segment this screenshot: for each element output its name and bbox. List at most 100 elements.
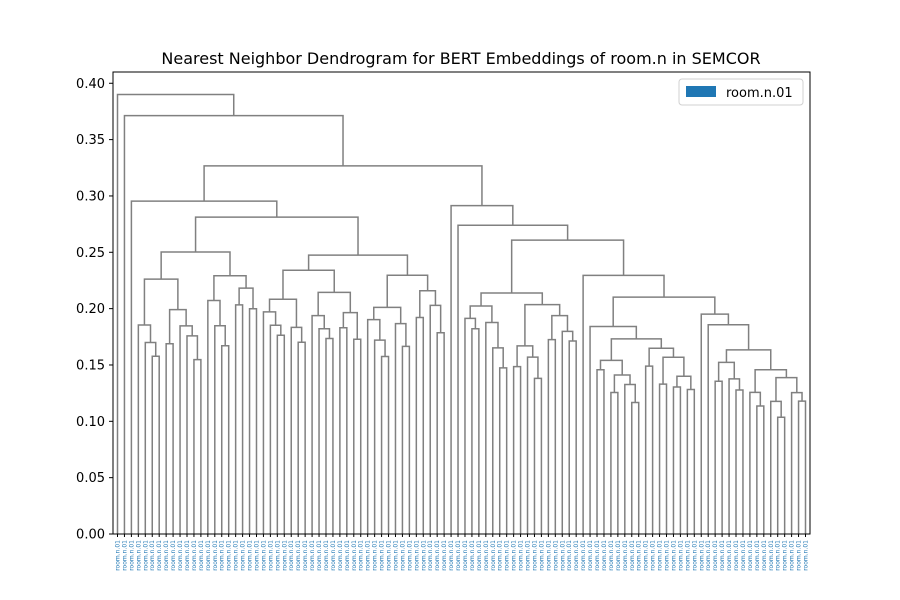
leaf-label: room.n.01 (691, 540, 698, 571)
dendrogram-link (213, 274, 247, 301)
dendrogram-link (262, 311, 277, 534)
leaf-label: room.n.01 (761, 540, 768, 571)
leaf-label: room.n.01 (622, 540, 629, 571)
leaf-label: room.n.01 (163, 540, 170, 571)
dendrogram-link (394, 322, 407, 534)
dendrogram-link (179, 325, 193, 534)
leaf-label: room.n.01 (733, 540, 740, 571)
leaf-label: room.n.01 (796, 540, 803, 571)
dendrogram-link (339, 326, 348, 534)
leaf-label: room.n.01 (365, 540, 372, 571)
dendrogram-link (311, 314, 325, 534)
leaf-label: room.n.01 (302, 540, 309, 571)
dendrogram-link (510, 239, 625, 294)
y-tick-label: 0.10 (76, 415, 105, 430)
leaf-label: room.n.01 (226, 540, 233, 571)
dendrogram-link (234, 304, 244, 534)
dendrogram-link (648, 347, 675, 367)
dendrogram-link (686, 388, 696, 534)
dendrogram-link (469, 305, 493, 323)
dendrogram-link (776, 416, 786, 534)
leaf-labels: room.n.01 room.n.01 room.n.01 room.n.01 room… (115, 534, 810, 571)
y-axis: 0.00 0.05 0.10 0.15 0.20 0.25 0.30 0.35 0.40 (76, 77, 113, 543)
leaf-label: room.n.01 (260, 540, 267, 571)
dendrogram-link (589, 325, 638, 534)
leaf-label: room.n.01 (184, 540, 191, 571)
leaf-label: room.n.01 (552, 540, 559, 571)
dendrogram-link (116, 93, 235, 534)
dendrogram-link (610, 391, 619, 534)
leaf-label: room.n.01 (198, 540, 205, 571)
leaf-label: room.n.01 (657, 540, 664, 571)
leaf-label: room.n.01 (615, 540, 622, 571)
leaf-label: room.n.01 (747, 540, 754, 571)
dendrogram-link (307, 254, 409, 276)
leaf-label: room.n.01 (135, 540, 142, 571)
dendrogram-link (220, 344, 230, 534)
dendrogram-link (282, 269, 335, 300)
dendrogram-link (380, 355, 390, 534)
leaf-label: room.n.01 (379, 540, 386, 571)
dendrogram-link (551, 314, 569, 340)
dendrogram-link (547, 338, 557, 534)
leaf-label: room.n.01 (573, 540, 580, 571)
dendrogram-link (401, 345, 411, 534)
dendrogram-link (214, 324, 226, 534)
dendrogram-link (457, 224, 569, 534)
leaf-label: room.n.01 (128, 540, 135, 571)
dendrogram-links (116, 93, 807, 534)
leaf-label: room.n.01 (545, 540, 552, 571)
leaf-label: room.n.01 (768, 540, 775, 571)
y-tick-label: 0.20 (76, 302, 105, 317)
dendrogram-link (373, 339, 386, 534)
dendrogram-link (276, 334, 286, 534)
leaf-label: room.n.01 (705, 540, 712, 571)
leaf-label: room.n.01 (295, 540, 302, 571)
dendrogram-link (373, 306, 402, 324)
leaf-label: room.n.01 (636, 540, 643, 571)
dendrogram-link (186, 335, 199, 534)
dendrogram-link (450, 204, 514, 534)
dendrogram-link (165, 343, 174, 534)
dendrogram-link (137, 324, 152, 534)
dendrogram-link (725, 349, 772, 370)
leaf-label: room.n.01 (156, 540, 163, 571)
leaf-label: room.n.01 (684, 540, 691, 571)
leaf-label: room.n.01 (789, 540, 796, 571)
dendrogram-link (268, 298, 298, 328)
legend-swatch (686, 86, 716, 97)
dendrogram-link (471, 327, 480, 534)
dendrogram-link (419, 290, 437, 318)
dendrogram-link (168, 308, 187, 344)
dendrogram-link (613, 374, 631, 393)
leaf-label: room.n.01 (782, 540, 789, 571)
leaf-label: room.n.01 (608, 540, 615, 571)
leaf-label: room.n.01 (754, 540, 761, 571)
leaf-label: room.n.01 (670, 540, 677, 571)
leaf-label: room.n.01 (483, 540, 490, 571)
leaf-label: room.n.01 (420, 540, 427, 571)
leaf-label: room.n.01 (309, 540, 316, 571)
leaf-label: room.n.01 (337, 540, 344, 571)
leaf-label: room.n.01 (601, 540, 608, 571)
leaf-label: room.n.01 (247, 540, 254, 571)
dendrogram-link (612, 296, 716, 327)
legend: room.n.01 (678, 78, 804, 106)
leaf-label: room.n.01 (177, 540, 184, 571)
leaf-label: room.n.01 (281, 540, 288, 571)
leaf-label: room.n.01 (351, 540, 358, 571)
leaf-label: room.n.01 (469, 540, 476, 571)
dendrogram-link (676, 375, 692, 390)
dendrogram-link (516, 345, 534, 367)
leaf-label: room.n.01 (580, 540, 587, 571)
leaf-label: room.n.01 (740, 540, 747, 571)
leaf-label: room.n.01 (531, 540, 538, 571)
leaf-label: room.n.01 (267, 540, 274, 571)
leaf-label: room.n.01 (511, 540, 518, 571)
dendrogram-link (144, 341, 157, 534)
dendrogram-link (735, 389, 744, 534)
leaf-label: room.n.01 (253, 540, 260, 571)
legend-label: room.n.01 (726, 86, 793, 101)
leaf-label: room.n.01 (413, 540, 420, 571)
